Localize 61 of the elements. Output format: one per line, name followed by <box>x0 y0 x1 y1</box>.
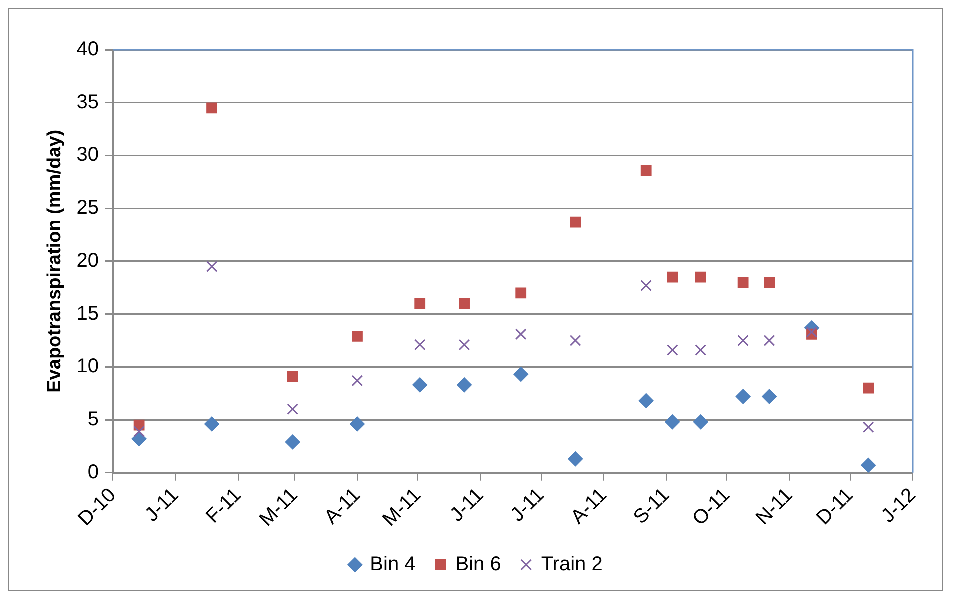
point <box>693 414 708 430</box>
point <box>764 277 776 288</box>
point <box>570 335 582 346</box>
legend-label: Bin 4 <box>370 554 416 576</box>
point <box>762 389 778 404</box>
point <box>132 432 147 447</box>
point <box>738 335 750 346</box>
point <box>287 371 298 382</box>
x-tick-label: S-11 <box>630 484 674 529</box>
y-tick-label: 30 <box>76 144 100 166</box>
point <box>516 288 527 299</box>
point <box>515 328 527 340</box>
y-tick-label: 0 <box>88 461 100 484</box>
y-tick-label: 25 <box>76 197 100 220</box>
point <box>414 339 426 351</box>
point <box>458 339 470 351</box>
x-tick-label: F-11 <box>202 484 246 528</box>
x-tick-label: J-11 <box>446 484 488 526</box>
point <box>204 416 220 432</box>
x-tick-label: O-11 <box>688 484 735 530</box>
point <box>412 378 428 393</box>
point <box>667 272 678 283</box>
point <box>764 335 776 346</box>
point <box>568 452 584 467</box>
point <box>640 280 652 292</box>
y-tick-label: 40 <box>76 38 100 61</box>
point <box>570 216 582 228</box>
point <box>863 382 874 394</box>
x-tick-label: J-11 <box>506 484 549 526</box>
point <box>352 331 363 342</box>
point <box>738 277 749 288</box>
y-axis-title: Evapotranspiration (mm/day) <box>44 130 66 393</box>
point <box>352 375 364 387</box>
legend-label: Train 2 <box>541 554 603 576</box>
point <box>862 422 874 434</box>
point <box>414 298 426 310</box>
point <box>459 298 470 310</box>
point <box>665 414 680 430</box>
y-tick-label: 10 <box>76 356 100 378</box>
point <box>695 272 706 283</box>
y-tick-label: 35 <box>76 91 100 114</box>
point <box>206 261 218 272</box>
point <box>285 434 300 450</box>
point <box>695 344 707 356</box>
legend-label: Bin 6 <box>456 554 502 576</box>
y-tick-label: 20 <box>76 250 100 272</box>
x-tick-label: J-12 <box>877 484 920 528</box>
point <box>287 404 299 416</box>
point <box>350 416 365 432</box>
point <box>666 344 678 356</box>
y-tick-label: 15 <box>76 302 100 325</box>
x-tick-label: J-11 <box>141 484 184 526</box>
point <box>861 458 876 473</box>
y-tick-label: 5 <box>88 408 100 431</box>
point <box>514 367 529 382</box>
point <box>134 426 146 438</box>
point <box>206 102 218 114</box>
point <box>457 378 472 393</box>
point <box>640 165 652 176</box>
point <box>736 389 751 404</box>
point <box>638 393 654 408</box>
